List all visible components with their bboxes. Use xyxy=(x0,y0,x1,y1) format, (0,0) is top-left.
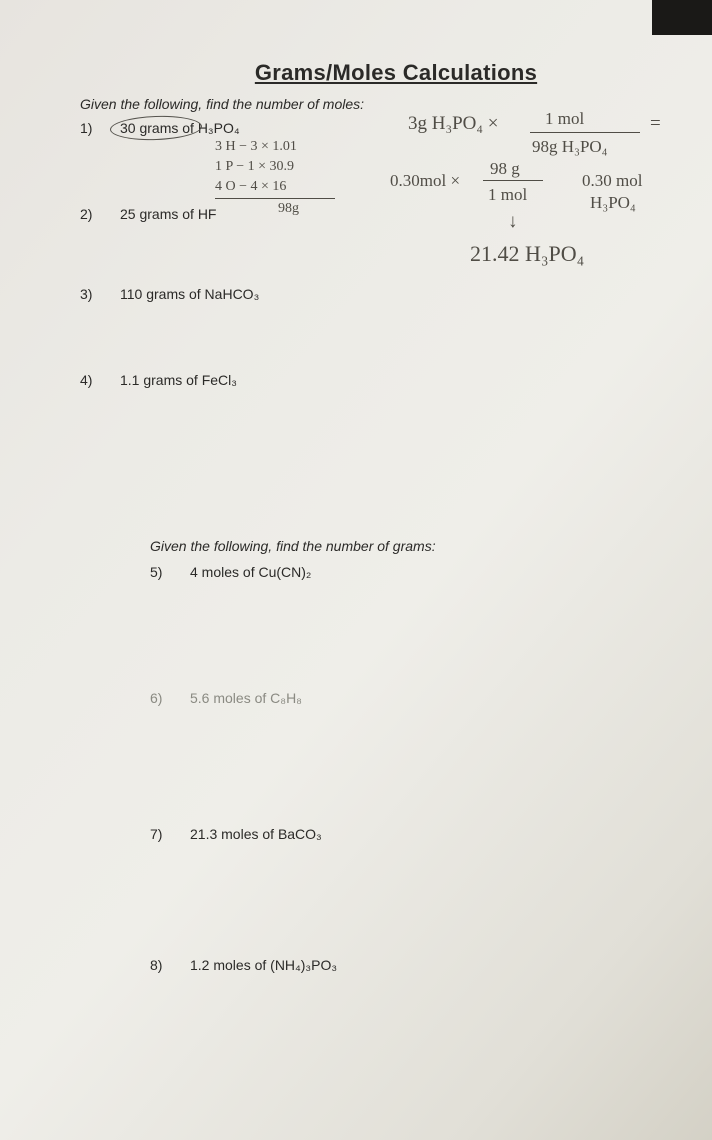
hand-step2-den: 1 mol xyxy=(488,184,527,205)
hand-frac-line-2 xyxy=(483,180,543,181)
problem-number: 4) xyxy=(80,372,120,388)
problem-text: 4 moles of Cu(CN)₂ xyxy=(190,564,652,580)
problem-text: 21.3 moles of BaCO₃ xyxy=(190,826,652,842)
problem-text: 25 grams of HF xyxy=(120,206,652,222)
problem-7: 7) 21.3 moles of BaCO₃ xyxy=(150,826,652,842)
hand-calc-line2: 1 P − 1 × 30.9 xyxy=(215,158,294,176)
hand-setup-lhs: 3g H₃PO₄ × xyxy=(408,112,498,136)
hand-arrow-down: ↓ xyxy=(508,210,518,234)
problem-number: 3) xyxy=(80,286,120,302)
hand-answer: 21.42 H₃PO₄ xyxy=(470,240,584,268)
problem-number: 7) xyxy=(150,826,190,842)
worksheet-page: Grams/Moles Calculations Given the follo… xyxy=(0,0,712,1140)
hand-step2-tail-bot: H₃PO₄ xyxy=(590,192,636,213)
problem-6: 6) 5.6 moles of C₈H₈ xyxy=(150,690,652,706)
page-title: Grams/Moles Calculations xyxy=(140,60,652,86)
hand-step2-num: 98 g xyxy=(490,158,520,179)
hand-step2-tail-top: 0.30 mol xyxy=(582,170,642,191)
section-b: Given the following, find the number of … xyxy=(150,538,652,973)
problem-number: 2) xyxy=(80,206,120,222)
problem-number: 5) xyxy=(150,564,190,580)
problem-8: 8) 1.2 moles of (NH₄)₃PO₃ xyxy=(150,957,652,973)
problem-number: 8) xyxy=(150,957,190,973)
problem-4: 4) 1.1 grams of FeCl₃ xyxy=(80,372,652,388)
hand-calc-line3: 4 O − 4 × 16 xyxy=(215,178,286,196)
hand-calc-line1: 3 H − 3 × 1.01 xyxy=(215,138,297,156)
problem-text: 110 grams of NaHCO₃ xyxy=(120,286,652,302)
hand-setup-num: 1 mol xyxy=(545,108,584,129)
problem-2: 2) 25 grams of HF xyxy=(80,206,652,222)
hand-equals: = xyxy=(650,112,661,136)
hand-oval xyxy=(110,114,203,141)
hand-sum-underline xyxy=(215,198,335,199)
problem-3: 3) 110 grams of NaHCO₃ xyxy=(80,286,652,302)
section-b-instruction: Given the following, find the number of … xyxy=(150,538,652,554)
hand-setup-den: 98g H₃PO₄ xyxy=(532,136,608,157)
scan-artifact-corner xyxy=(652,0,712,35)
hand-frac-line-1 xyxy=(530,132,640,133)
problem-text: 5.6 moles of C₈H₈ xyxy=(190,690,652,706)
problem-number: 6) xyxy=(150,690,190,706)
problem-5: 5) 4 moles of Cu(CN)₂ xyxy=(150,564,652,580)
problem-text: 1.2 moles of (NH₄)₃PO₃ xyxy=(190,957,652,973)
problem-text: 1.1 grams of FeCl₃ xyxy=(120,372,652,388)
hand-step2-lhs: 0.30mol × xyxy=(390,170,460,191)
hand-sum: 98g xyxy=(278,200,299,218)
